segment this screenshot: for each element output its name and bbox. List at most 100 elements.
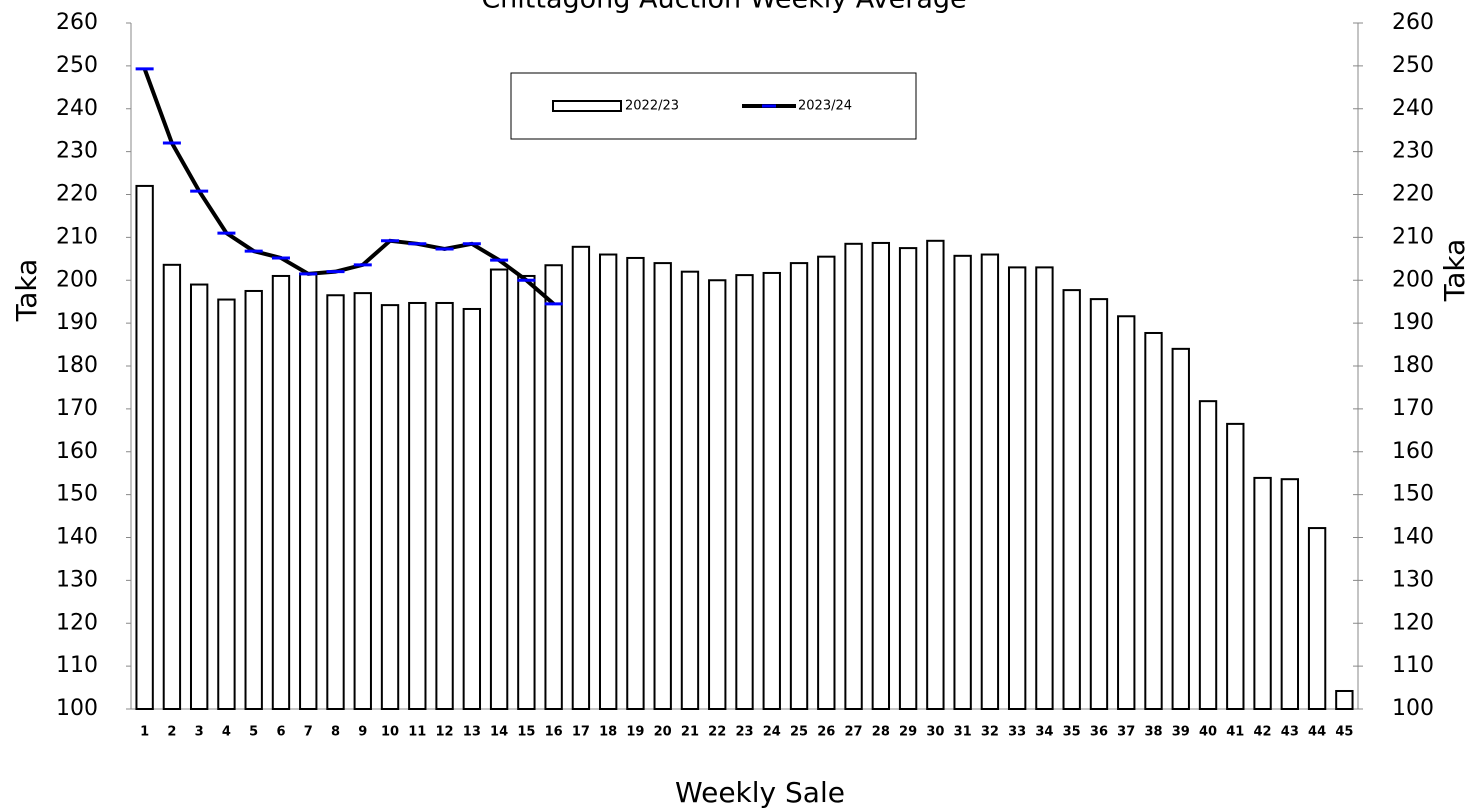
- bar: [598, 253, 618, 710]
- y2-tick-label: 260: [1392, 10, 1434, 35]
- x-tick-label: 44: [1308, 725, 1326, 740]
- x-tick-label: 4: [222, 725, 231, 740]
- y-tick-label: 240: [56, 96, 98, 121]
- x-tick-label: 12: [436, 725, 454, 740]
- x-tick-label: 38: [1144, 725, 1162, 740]
- x-tick-label: 21: [681, 725, 699, 740]
- x-tick-label: 30: [926, 725, 944, 740]
- bar: [871, 241, 891, 710]
- x-tick-label: 5: [249, 725, 258, 740]
- bar: [1062, 289, 1081, 710]
- x-tick-label: 3: [195, 725, 204, 740]
- y2-tick-label: 110: [1392, 653, 1434, 678]
- x-tick-label: 22: [708, 725, 726, 740]
- y-tick-label: 190: [56, 310, 98, 335]
- x-tick-label: 36: [1090, 725, 1108, 740]
- y-tick-label: 180: [56, 353, 98, 378]
- bar: [898, 247, 918, 710]
- y-tick-label: 140: [56, 525, 98, 550]
- x-tick-label: 33: [1008, 725, 1026, 740]
- bar: [953, 254, 972, 710]
- y2-tick-label: 190: [1392, 310, 1434, 335]
- x-tick-label: 16: [545, 725, 563, 740]
- line: [142, 68, 555, 306]
- y-tick-label: 110: [56, 653, 98, 678]
- y2-tick-label: 170: [1392, 396, 1434, 421]
- x-tick-label: 19: [626, 725, 644, 740]
- y2-tick-label: 230: [1392, 139, 1434, 164]
- y2-axis-title: Taka: [1438, 239, 1471, 303]
- y2-tick-label: 100: [1392, 696, 1434, 721]
- y2-tick-label: 120: [1392, 610, 1434, 635]
- bar: [162, 263, 182, 710]
- bar: [435, 301, 454, 710]
- y-tick-label: 170: [56, 396, 98, 421]
- bar: [462, 307, 482, 710]
- x-tick-label: 8: [331, 725, 340, 740]
- y-tick-label: 260: [56, 10, 98, 35]
- y-tick-label: 120: [56, 610, 98, 635]
- y-tick-label: 200: [56, 267, 98, 292]
- x-tick-label: 43: [1281, 725, 1299, 740]
- x-tick-label: 20: [654, 725, 672, 740]
- bar: [980, 253, 1000, 710]
- bar: [844, 242, 863, 710]
- x-tick-label: 45: [1335, 725, 1353, 740]
- bar: [653, 262, 672, 710]
- y-tick-label: 230: [56, 139, 98, 164]
- y2-tick-label: 210: [1392, 224, 1434, 249]
- bar: [735, 274, 754, 710]
- y-tick-label: 250: [56, 53, 98, 78]
- y2-tick-label: 200: [1392, 267, 1434, 292]
- bar: [571, 245, 591, 710]
- y2-tick-label: 130: [1392, 567, 1434, 592]
- x-tick-label: 29: [899, 725, 917, 740]
- y2-tick-label: 180: [1392, 353, 1434, 378]
- x-tick-label: 7: [304, 725, 313, 740]
- bar: [762, 271, 781, 710]
- x-tick-label: 32: [981, 725, 999, 740]
- y2-tick-label: 220: [1392, 182, 1434, 207]
- legend-label: 2022/23: [625, 99, 679, 114]
- bar: [135, 184, 154, 711]
- bar: [217, 298, 236, 710]
- y2-tick-label: 240: [1392, 96, 1434, 121]
- x-tick-label: 42: [1254, 725, 1272, 740]
- bar: [1171, 347, 1190, 710]
- y-tick-label: 160: [56, 439, 98, 464]
- bar: [626, 256, 645, 710]
- y2-tick-label: 150: [1392, 482, 1434, 507]
- x-tick-label: 39: [1172, 725, 1190, 740]
- bar: [789, 262, 809, 710]
- bar: [517, 274, 536, 710]
- x-tick-label: 13: [463, 725, 481, 740]
- bar: [1007, 266, 1027, 710]
- bar: [926, 239, 945, 710]
- bar: [1035, 266, 1054, 710]
- y-axis-title: Taka: [10, 259, 43, 323]
- x-tick-label: 6: [276, 725, 285, 740]
- x-tick-label: 10: [381, 725, 399, 740]
- bar: [326, 294, 345, 710]
- y2-tick-label: 160: [1392, 439, 1434, 464]
- bar: [189, 283, 209, 710]
- x-tick-label: 37: [1117, 725, 1135, 740]
- bar: [1117, 315, 1136, 710]
- x-tick-label: 11: [408, 725, 426, 740]
- bar: [1089, 298, 1109, 710]
- legend-swatch: [552, 100, 622, 112]
- y-tick-label: 220: [56, 182, 98, 207]
- x-tick-label: 24: [763, 725, 781, 740]
- legend-label: 2023/24: [798, 99, 852, 114]
- x-tick-label: 1: [140, 725, 149, 740]
- y2-tick-label: 250: [1392, 53, 1434, 78]
- x-tick-label: 27: [845, 725, 863, 740]
- bar: [380, 304, 400, 710]
- bar: [1253, 476, 1272, 710]
- bar: [353, 292, 372, 710]
- x-tick-label: 9: [358, 725, 367, 740]
- bar: [489, 268, 509, 710]
- bar: [817, 255, 836, 710]
- x-tick-label: 26: [817, 725, 835, 740]
